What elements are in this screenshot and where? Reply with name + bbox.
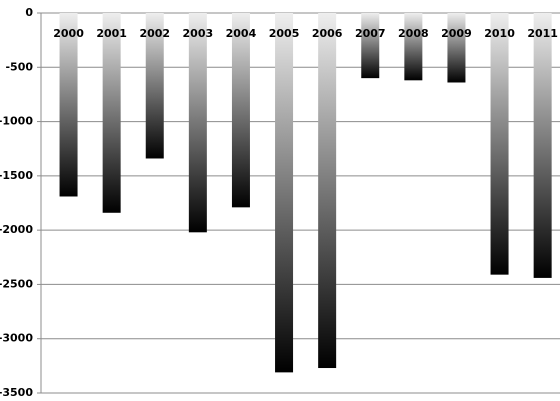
y-tick-label: -3500 (0, 386, 33, 399)
y-tick-label: -1500 (0, 169, 33, 182)
x-tick-label: 2006 (312, 27, 343, 40)
x-tick-label: 2011 (527, 27, 558, 40)
x-tick-label: 2007 (355, 27, 386, 40)
bar (188, 13, 207, 233)
bar (404, 13, 423, 81)
bar (59, 13, 78, 197)
bar (231, 13, 250, 208)
y-tick-label: -2000 (0, 223, 33, 236)
x-tick-label: 2008 (398, 27, 429, 40)
x-tick-label: 2004 (226, 27, 257, 40)
x-tick-label: 2005 (269, 27, 300, 40)
y-tick-label: 0 (25, 6, 33, 19)
bar (102, 13, 121, 213)
x-tick-label: 2001 (96, 27, 127, 40)
bar (447, 13, 466, 83)
bar (490, 13, 509, 275)
x-tick-label: 2000 (53, 27, 84, 40)
bar (361, 13, 380, 79)
bar (275, 13, 294, 373)
labels: 0 -500 -1000 -1500 -2000 -2500 -3000 -3500 2000 2… (0, 6, 558, 399)
x-tick-label: 2009 (441, 27, 472, 40)
x-tick-label: 2010 (484, 27, 515, 40)
x-tick-label: 2003 (183, 27, 214, 40)
grid (37, 12, 560, 394)
bars (59, 13, 552, 373)
bar (318, 13, 337, 369)
x-tick-label: 2002 (139, 27, 170, 40)
y-tick-label: -500 (5, 60, 33, 73)
y-tick-label: -1000 (0, 115, 33, 128)
bar (533, 13, 552, 278)
y-tick-label: -3000 (0, 332, 33, 345)
y-tick-label: -2500 (0, 277, 33, 290)
bar (145, 13, 164, 159)
